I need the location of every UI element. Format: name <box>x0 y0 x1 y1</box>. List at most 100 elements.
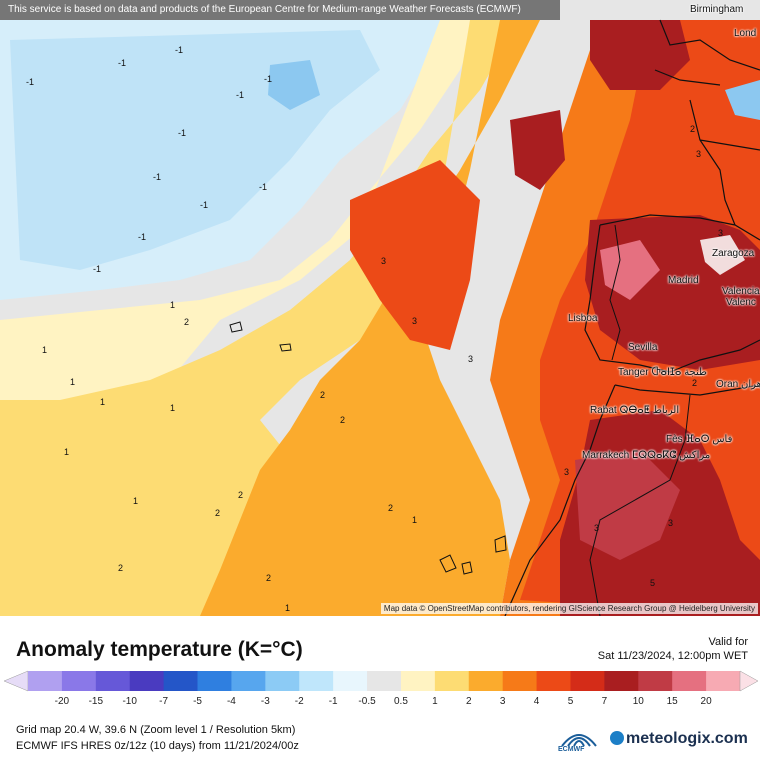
contour-label: -1 <box>175 45 184 55</box>
grid-info: Grid map 20.4 W, 39.6 N (Zoom level 1 / … <box>16 724 296 736</box>
ecmwf-logo[interactable]: ECMWF <box>556 726 602 756</box>
warm-anomaly-yellow <box>0 20 520 616</box>
contour-label: 1 <box>70 377 76 387</box>
contour-label: 1 <box>100 397 106 407</box>
scale-swatch <box>604 671 639 691</box>
city-label-lisboa[interactable]: Lisboa <box>568 313 598 324</box>
contour-label: -1 <box>26 77 35 87</box>
city-label-valencia-2[interactable]: Valenc <box>726 297 756 308</box>
cold-anomaly-spot <box>268 60 320 110</box>
city-label-zaragoza[interactable]: Zaragoza <box>712 248 755 259</box>
contour-label: -1 <box>138 232 147 242</box>
scale-swatch <box>163 671 199 691</box>
city-label-marrakech[interactable]: Marrakech ⵎⵕⵕⴰⴽⵛ مراكش <box>582 450 711 461</box>
meteologix-logo-icon <box>610 731 624 745</box>
city-label-birmingham[interactable]: Birmingham <box>690 4 744 15</box>
scale-tick-label: -1 <box>328 696 338 707</box>
contour-label: 2 <box>320 390 326 400</box>
contour-label: 2 <box>340 415 346 425</box>
ecmwf-logo-text: ECMWF <box>558 746 585 753</box>
contour-label: -1 <box>264 74 273 84</box>
city-label-madrid[interactable]: Madrid <box>668 275 699 286</box>
scale-swatch <box>299 671 334 691</box>
city-label-london[interactable]: Lond <box>734 28 757 39</box>
page-title: Anomaly temperature (K=°C) <box>16 638 303 661</box>
anomaly-map[interactable]: This service is based on data and produc… <box>0 0 760 616</box>
ecmwf-globe-icon <box>561 734 597 747</box>
contour-label: 1 <box>42 345 48 355</box>
contour-label: 2 <box>690 124 696 134</box>
scale-swatch <box>400 671 436 691</box>
meteologix-brand-text: meteologix.com <box>626 730 748 747</box>
scale-tick-label: -10 <box>122 696 137 707</box>
contour-label: 1 <box>170 403 176 413</box>
scale-tick-label: 3 <box>499 696 506 707</box>
scale-tick-label: 20 <box>700 696 712 707</box>
canary-islands <box>439 535 507 575</box>
contour-label: -1 <box>93 264 102 274</box>
contour-label: 3 <box>468 354 474 364</box>
coastline-morocco <box>504 384 760 616</box>
scale-swatch <box>129 671 165 691</box>
scale-swatch <box>61 671 97 691</box>
contour-label: 3 <box>696 149 702 159</box>
scale-swatch <box>28 671 63 691</box>
scale-tick-label: 0.5 <box>393 696 408 707</box>
coastline-britain <box>654 19 760 86</box>
contour-label: 2 <box>184 317 190 327</box>
meteologix-brand[interactable]: meteologix.com <box>610 730 748 748</box>
scale-tick-label: -15 <box>88 696 104 707</box>
madeira <box>229 321 292 352</box>
scale-swatch <box>197 671 232 691</box>
scale-tick-label: 10 <box>632 696 644 707</box>
valid-for-label: Valid for <box>708 636 748 648</box>
contour-label: 1 <box>412 515 418 525</box>
contour-label: 2 <box>692 378 698 388</box>
scale-tick-label: 15 <box>666 696 678 707</box>
contour-label: 3 <box>564 467 570 477</box>
scale-tick-label: 2 <box>465 696 472 707</box>
scale-tick-label: 7 <box>601 696 608 707</box>
highland-pink <box>600 240 660 300</box>
border-portugal <box>609 224 621 361</box>
contour-label: -1 <box>178 128 187 138</box>
ecmwf-attribution-banner: This service is based on data and produc… <box>0 0 560 20</box>
city-label-tanger[interactable]: Tanger Ⴇⴰⵏⵊⴰ طنجة <box>618 367 707 378</box>
coastline-iberia <box>584 214 760 373</box>
contour-label: 2 <box>266 573 272 583</box>
scale-arrow-high <box>739 670 759 692</box>
scale-tick-label: -7 <box>159 696 169 707</box>
warm-anomaly-darkred-north <box>590 20 690 90</box>
contour-label: 2 <box>118 563 124 573</box>
scale-swatch <box>536 671 571 691</box>
city-label-fes[interactable]: Fès ⴼⴰⵙ فاس <box>666 434 733 445</box>
warm-anomaly-crimson-morocco <box>575 450 680 560</box>
city-label-sevilla[interactable]: Sevilla <box>628 342 658 353</box>
scale-swatch <box>570 671 605 691</box>
contour-label: 5 <box>650 578 656 588</box>
city-label-rabat[interactable]: Rabat ⵕⴱⴰⵟ الرباط <box>590 405 680 416</box>
scale-swatch <box>502 671 538 691</box>
scale-tick-label: -20 <box>54 696 70 707</box>
warm-anomaly-orange <box>200 20 540 616</box>
city-label-valencia[interactable]: Valencia <box>722 286 760 297</box>
scale-tick-label: 4 <box>533 696 540 707</box>
border-morocco-algeria <box>589 394 691 616</box>
contour-label: 2 <box>238 490 244 500</box>
city-label-oran[interactable]: Oran وهران <box>716 379 760 390</box>
scale-swatch <box>434 671 470 691</box>
scale-tick-label: -0.5 <box>358 696 376 707</box>
warm-anomaly-darkred-ocean <box>510 110 565 190</box>
contour-label: 1 <box>133 496 139 506</box>
scale-tick-label: -4 <box>226 696 236 707</box>
scale-swatch <box>265 671 300 691</box>
scale-swatch <box>706 671 741 691</box>
coastline-france <box>689 99 760 226</box>
scale-swatch <box>672 671 707 691</box>
contour-label: 1 <box>170 300 176 310</box>
map-canvas <box>0 0 760 616</box>
scale-swatch <box>367 671 402 691</box>
contour-label: 2 <box>215 508 221 518</box>
contour-label: -1 <box>153 172 162 182</box>
scale-tick-label: 5 <box>567 696 574 707</box>
